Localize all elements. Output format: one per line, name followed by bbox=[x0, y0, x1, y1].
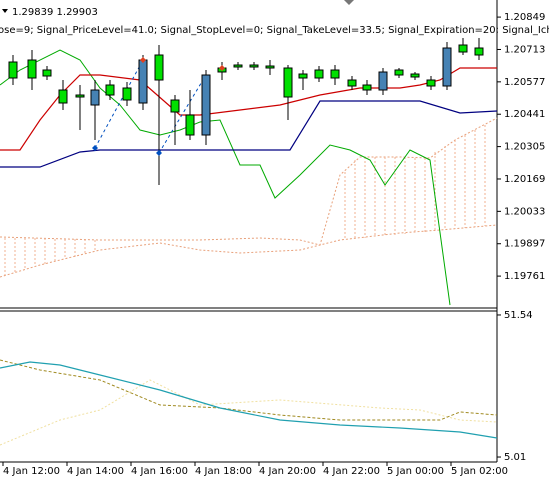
tenkan-line bbox=[0, 67, 497, 151]
x-tick-label: 4 Jan 22:00 bbox=[323, 466, 380, 477]
candle bbox=[233, 64, 243, 68]
indicator-line bbox=[0, 361, 498, 439]
candle bbox=[378, 71, 388, 91]
signal-line bbox=[94, 59, 144, 149]
x-tick-label: 4 Jan 18:00 bbox=[195, 466, 252, 477]
buy-signal bbox=[92, 145, 98, 151]
x-tick-label: 5 Jan 00:00 bbox=[387, 466, 444, 477]
ichimoku-cloud bbox=[0, 117, 498, 278]
candle bbox=[90, 89, 100, 106]
indicator-line bbox=[0, 359, 498, 421]
price-header: 1.29839 1.29903 bbox=[12, 7, 98, 18]
candle bbox=[122, 87, 132, 101]
kijun-line bbox=[0, 100, 498, 168]
buy-signal bbox=[156, 150, 162, 156]
candle bbox=[42, 69, 52, 77]
indicator-line bbox=[0, 379, 498, 446]
cloud-hatch bbox=[4, 125, 486, 275]
shift-marker bbox=[344, 0, 354, 5]
dropdown-icon[interactable] bbox=[2, 9, 8, 13]
senkou-a bbox=[0, 117, 498, 246]
axes: 1.20849 1.20713 1.20577 1.20441 1.20305 1.201… bbox=[2, 12, 545, 477]
y-tick-label: 1.20849 bbox=[504, 12, 545, 23]
y-tick-label: 1.19897 bbox=[504, 239, 545, 250]
candle bbox=[58, 89, 68, 104]
x-tick-label: 4 Jan 12:00 bbox=[3, 466, 60, 477]
x-tick-label: 5 Jan 02:00 bbox=[451, 466, 508, 477]
candle bbox=[394, 69, 404, 76]
y-tick-label: 1.20169 bbox=[504, 174, 545, 185]
candle bbox=[27, 59, 37, 79]
y-tick-label: 51.54 bbox=[504, 310, 533, 321]
y-tick-label: 1.20441 bbox=[504, 109, 545, 120]
candle bbox=[330, 69, 340, 79]
candle bbox=[249, 64, 259, 68]
x-tick-label: 4 Jan 20:00 bbox=[259, 466, 316, 477]
bull-candles bbox=[8, 44, 484, 136]
signal-arrows bbox=[92, 57, 225, 156]
candle bbox=[138, 59, 148, 104]
signal-lines bbox=[94, 59, 207, 154]
sell-signal bbox=[140, 57, 146, 63]
candle bbox=[410, 73, 420, 78]
y-tick-label: 1.20033 bbox=[504, 206, 545, 217]
chikou-line bbox=[0, 49, 451, 306]
x-tick-label: 4 Jan 16:00 bbox=[131, 466, 188, 477]
candle bbox=[314, 69, 324, 79]
candle bbox=[283, 67, 293, 98]
candle bbox=[75, 94, 85, 98]
bear-candles bbox=[90, 47, 452, 136]
candle bbox=[201, 74, 211, 136]
x-tick-label: 4 Jan 14:00 bbox=[67, 466, 124, 477]
y-tick-label: 1.20577 bbox=[504, 77, 545, 88]
candle bbox=[105, 84, 115, 96]
candle bbox=[362, 84, 372, 91]
candle bbox=[347, 79, 357, 87]
candle bbox=[154, 54, 164, 81]
candle bbox=[8, 61, 18, 79]
y-tick-label: 5.01 bbox=[504, 452, 526, 463]
candle bbox=[170, 99, 180, 113]
expert-params: ose=9; Signal_PriceLevel=41.0; Signal_St… bbox=[0, 25, 549, 36]
y-tick-label: 1.20713 bbox=[504, 44, 545, 55]
candle bbox=[426, 79, 436, 87]
candle bbox=[298, 73, 308, 79]
candle bbox=[442, 47, 452, 87]
candle bbox=[474, 47, 484, 56]
candle bbox=[185, 114, 195, 136]
candle bbox=[458, 44, 468, 53]
y-tick-label: 1.19761 bbox=[504, 271, 545, 282]
y-tick-label: 1.20305 bbox=[504, 142, 545, 153]
candle bbox=[265, 65, 275, 69]
senkou-b bbox=[0, 224, 498, 278]
sell-signal bbox=[219, 65, 225, 71]
